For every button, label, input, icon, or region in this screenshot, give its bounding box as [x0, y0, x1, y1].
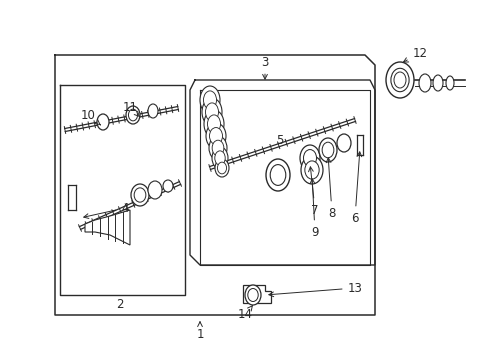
Text: 14: 14	[237, 306, 252, 321]
Ellipse shape	[432, 75, 442, 91]
Ellipse shape	[205, 103, 218, 121]
Ellipse shape	[207, 115, 220, 133]
Ellipse shape	[217, 162, 226, 174]
Ellipse shape	[200, 86, 220, 114]
Ellipse shape	[134, 188, 145, 202]
Ellipse shape	[322, 142, 333, 158]
Ellipse shape	[390, 68, 408, 92]
Text: 11: 11	[122, 100, 139, 116]
Text: 13: 13	[268, 282, 362, 297]
Text: 8: 8	[325, 158, 335, 220]
Ellipse shape	[97, 114, 109, 130]
Text: 7: 7	[308, 167, 318, 216]
Ellipse shape	[215, 159, 228, 177]
Ellipse shape	[202, 98, 222, 126]
Ellipse shape	[203, 110, 224, 138]
Ellipse shape	[265, 159, 289, 191]
Ellipse shape	[304, 161, 319, 179]
Ellipse shape	[126, 106, 140, 124]
Ellipse shape	[203, 91, 216, 109]
Ellipse shape	[131, 184, 149, 206]
Ellipse shape	[244, 285, 261, 305]
Ellipse shape	[212, 140, 224, 156]
Ellipse shape	[299, 145, 319, 171]
Ellipse shape	[148, 104, 158, 118]
Text: 6: 6	[350, 152, 361, 225]
Ellipse shape	[209, 127, 222, 144]
Ellipse shape	[212, 147, 227, 169]
Polygon shape	[85, 210, 130, 245]
Text: 5: 5	[276, 134, 283, 147]
Ellipse shape	[418, 74, 430, 92]
Ellipse shape	[163, 180, 173, 192]
Ellipse shape	[205, 123, 225, 149]
Text: 12: 12	[403, 46, 427, 62]
Ellipse shape	[445, 76, 453, 90]
Text: 1: 1	[196, 322, 203, 342]
Ellipse shape	[214, 151, 225, 165]
Ellipse shape	[385, 62, 413, 98]
Text: 3: 3	[261, 55, 268, 79]
Text: 10: 10	[81, 108, 100, 125]
Ellipse shape	[303, 149, 316, 166]
Ellipse shape	[301, 156, 323, 184]
Polygon shape	[243, 285, 270, 303]
Ellipse shape	[318, 138, 336, 162]
Ellipse shape	[128, 109, 137, 121]
Ellipse shape	[247, 288, 258, 302]
Ellipse shape	[208, 136, 226, 160]
Text: 9: 9	[309, 179, 318, 239]
Ellipse shape	[270, 165, 285, 185]
Ellipse shape	[148, 181, 162, 199]
Text: 4: 4	[83, 202, 128, 219]
Ellipse shape	[336, 134, 350, 152]
Text: 2: 2	[116, 298, 123, 311]
Ellipse shape	[393, 72, 405, 88]
